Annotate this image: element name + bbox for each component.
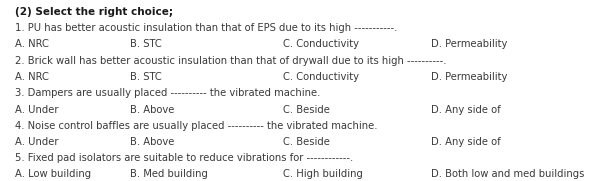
Text: C. Conductivity: C. Conductivity [283,39,359,49]
Text: B. Above: B. Above [130,137,174,147]
Text: B. STC: B. STC [130,39,162,49]
Text: C. High building: C. High building [283,169,363,179]
Text: A. NRC: A. NRC [15,39,48,49]
Text: 3. Dampers are usually placed ---------- the vibrated machine.: 3. Dampers are usually placed ----------… [15,88,320,98]
Text: 4. Noise control baffles are usually placed ---------- the vibrated machine.: 4. Noise control baffles are usually pla… [15,121,377,131]
Text: A. Under: A. Under [15,104,58,115]
Text: (2) Select the right choice;: (2) Select the right choice; [15,7,173,17]
Text: C. Beside: C. Beside [283,104,330,115]
Text: D. Any side of: D. Any side of [431,104,500,115]
Text: D. Permeability: D. Permeability [431,72,507,82]
Text: A. Low building: A. Low building [15,169,91,179]
Text: C. Conductivity: C. Conductivity [283,72,359,82]
Text: B. Above: B. Above [130,104,174,115]
Text: 1. PU has better acoustic insulation than that of EPS due to its high ----------: 1. PU has better acoustic insulation tha… [15,23,397,33]
Text: D. Both low and med buildings: D. Both low and med buildings [431,169,584,179]
Text: D. Permeability: D. Permeability [431,39,507,49]
Text: B. Med building: B. Med building [130,169,208,179]
Text: D. Any side of: D. Any side of [431,137,500,147]
Text: 5. Fixed pad isolators are suitable to reduce vibrations for ------------.: 5. Fixed pad isolators are suitable to r… [15,153,353,163]
Text: 2. Brick wall has better acoustic insulation than that of drywall due to its hig: 2. Brick wall has better acoustic insula… [15,56,446,66]
Text: A. Under: A. Under [15,137,58,147]
Text: C. Beside: C. Beside [283,137,330,147]
Text: A. NRC: A. NRC [15,72,48,82]
Text: B. STC: B. STC [130,72,162,82]
